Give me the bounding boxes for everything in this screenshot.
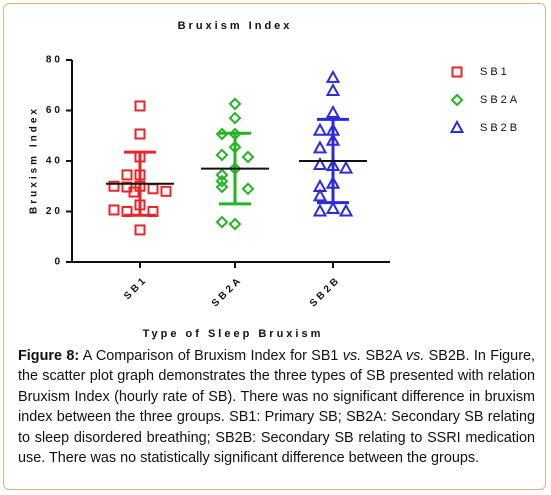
chart: Bruxism Index Bruxism Index Type of Slee…	[29, 20, 520, 340]
point	[228, 97, 242, 111]
point	[241, 182, 255, 196]
point	[312, 188, 328, 202]
caption-text: SB2B. In Figure, the scatter plot graph …	[18, 348, 535, 467]
caption-text: A Comparison of Bruxism Index for SB1	[79, 348, 343, 364]
y-tick-label: 60	[46, 105, 63, 116]
x-tick-label: SB1	[122, 274, 150, 302]
point	[108, 204, 120, 216]
chart-title: Bruxism Index	[178, 20, 293, 32]
y-tick-label: 80	[46, 55, 63, 66]
point	[325, 82, 341, 97]
point	[325, 200, 341, 214]
caption: Figure 8: A Comparison of Bruxism Index …	[18, 346, 535, 468]
point	[215, 215, 229, 229]
point	[121, 169, 133, 181]
point	[338, 203, 354, 217]
y-tick-label: 0	[54, 257, 63, 268]
point	[338, 160, 354, 174]
figure-frame	[3, 3, 546, 490]
point	[108, 180, 120, 192]
y-tick-label: 20	[46, 206, 63, 217]
legend-marker	[449, 119, 465, 133]
point	[134, 100, 146, 112]
caption-text: vs.	[342, 348, 362, 364]
point	[228, 111, 242, 125]
point	[325, 69, 341, 83]
legend-label: SB2A	[480, 94, 520, 106]
caption-label: Figure 8:	[18, 348, 80, 364]
legend-marker	[450, 93, 464, 107]
point	[325, 104, 341, 119]
point	[312, 122, 328, 136]
point	[160, 185, 172, 197]
y-tick-label: 40	[46, 156, 63, 167]
legend-label: SB1	[480, 66, 510, 78]
x-tick-label: SB2B	[308, 274, 343, 309]
point	[312, 140, 328, 154]
point	[215, 148, 229, 162]
point	[228, 217, 242, 231]
point	[147, 183, 159, 195]
point	[241, 150, 255, 164]
point	[215, 174, 229, 188]
point	[134, 128, 146, 140]
x-axis-label: Type of Sleep Bruxism	[143, 328, 324, 340]
caption-text: vs.	[405, 348, 425, 364]
legend-marker	[451, 66, 463, 78]
point	[312, 156, 328, 171]
point	[215, 180, 229, 194]
point	[312, 203, 328, 217]
point	[215, 168, 229, 182]
x-tick-label: SB2A	[210, 274, 245, 309]
point	[134, 224, 146, 236]
y-axis-label: Bruxism Index	[29, 106, 40, 214]
legend-label: SB2B	[480, 122, 520, 134]
caption-text: SB2A	[361, 348, 406, 364]
